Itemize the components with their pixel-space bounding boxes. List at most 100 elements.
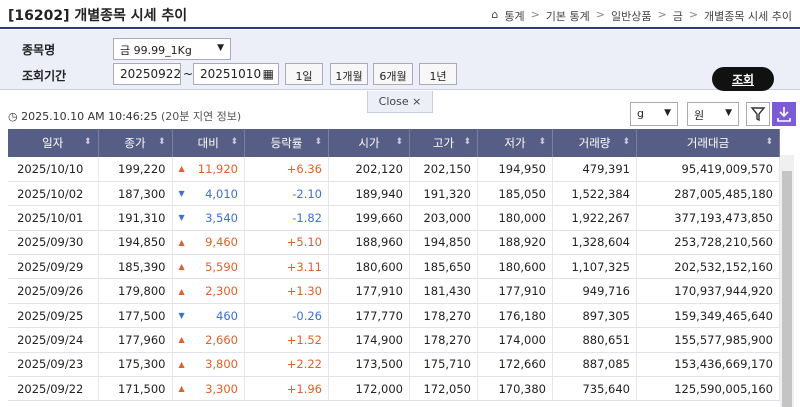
calendar-icon: ▦	[262, 67, 274, 81]
table-cell: 125,590,005,160	[636, 376, 780, 402]
period-button[interactable]: 1년	[419, 63, 457, 85]
currency-select[interactable]: 원	[687, 102, 739, 126]
table-cell: 191,310	[98, 205, 173, 231]
change-arrow: ▲	[172, 254, 191, 280]
filter-icon[interactable]	[746, 102, 770, 126]
table-cell: 177,910	[477, 278, 553, 304]
table-row: 2025/09/22 171,500 ▲ 3,300 +1.96 172,000 172,0…	[8, 376, 780, 402]
change-arrow: ▲	[172, 230, 191, 256]
table-cell: 2025/10/02	[8, 181, 99, 207]
item-label: 종목명	[22, 43, 56, 57]
table-cell: 377,193,473,850	[636, 205, 780, 231]
table-cell: 155,577,985,900	[636, 327, 780, 353]
table-row: 2025/09/23 175,300 ▲ 3,800 +2.22 173,500 175,7…	[8, 352, 780, 378]
table-cell: 188,960	[328, 230, 410, 256]
table-cell: -0.26	[244, 303, 329, 329]
column-header[interactable]: 거래대금	[636, 129, 780, 157]
table-body: 2025/10/10 199,220 ▲ 11,920 +6.36 202,120 202,…	[8, 157, 780, 402]
table-cell: 199,220	[98, 157, 173, 182]
breadcrumb-separator: >	[530, 8, 540, 21]
scrollbar[interactable]	[780, 155, 794, 407]
filter-glyph	[750, 107, 766, 122]
table-cell: 202,532,152,160	[636, 254, 780, 280]
table-cell: 185,050	[477, 181, 553, 207]
table-cell: 179,800	[98, 278, 173, 304]
period-button[interactable]: 6개월	[373, 63, 413, 85]
table-row: 2025/10/01 191,310 ▼ 3,540 -1.82 199,660 203,0…	[8, 205, 780, 231]
table-cell: 202,120	[328, 157, 410, 182]
table-cell: 180,000	[477, 205, 553, 231]
table-cell: 287,005,485,180	[636, 181, 780, 207]
table-cell: 880,651	[552, 327, 637, 353]
breadcrumb-separator: >	[657, 8, 667, 21]
item-select[interactable]: 금 99.99_1Kg ▼	[113, 38, 231, 60]
table-cell: 2025/09/23	[8, 352, 99, 378]
unit-select[interactable]: g	[630, 102, 678, 126]
column-header[interactable]: 일자	[8, 129, 99, 157]
table-cell: 176,180	[477, 303, 553, 329]
price-table: 일자종가대비등락률시가고가저가거래량거래대금2025/10/10199,220▲…	[8, 129, 780, 402]
column-header[interactable]: 종가	[98, 129, 173, 157]
table-cell: +2.22	[244, 352, 329, 378]
table-cell: 203,000	[409, 205, 478, 231]
table-cell: 2025/09/29	[8, 254, 99, 280]
date-to[interactable]: 20251010 ▦	[193, 63, 279, 85]
table-cell: 2025/10/01	[8, 205, 99, 231]
page-title: [16202] 개별종목 시세 추이	[8, 8, 188, 24]
period-button[interactable]: 1개월	[330, 63, 368, 85]
table-cell: +5.10	[244, 230, 329, 256]
table-cell: +3.11	[244, 254, 329, 280]
breadcrumb-item[interactable]: 기본 통계	[545, 10, 590, 23]
info-line: ◷ 2025.10.10 AM 10:46:25 (20분 지연 정보)	[8, 108, 241, 124]
table-cell: 1,522,384	[552, 181, 637, 207]
column-header[interactable]: 저가	[477, 129, 553, 157]
table-cell: +6.36	[244, 157, 329, 182]
column-header[interactable]: 등락률	[244, 129, 329, 157]
table-cell: 199,660	[328, 205, 410, 231]
table-cell: 479,391	[552, 157, 637, 182]
table-cell: 172,050	[409, 376, 478, 402]
scroll-thumb	[782, 171, 792, 407]
column-header[interactable]: 고가	[409, 129, 478, 157]
download-icon[interactable]	[772, 102, 796, 126]
table-cell: 177,500	[98, 303, 173, 329]
table-row: 2025/09/29 185,390 ▲ 5,590 +3.11 180,600 185,6…	[8, 254, 780, 280]
table-cell: 887,085	[552, 352, 637, 378]
clock-icon: ◷	[8, 110, 18, 123]
table-cell: +1.52	[244, 327, 329, 353]
close-tab[interactable]: Close ×	[367, 91, 433, 113]
close-text: Close	[378, 95, 409, 108]
table-cell: 2025/09/26	[8, 278, 99, 304]
download-glyph	[777, 107, 791, 122]
header: [16202] 개별종목 시세 추이 ⌂ 통계 > 기본 통계 > 일반상품 > 금 > 개별종목…	[0, 0, 800, 29]
change-arrow: ▲	[172, 278, 191, 304]
breadcrumb-item[interactable]: 금	[672, 10, 683, 23]
table-row: 2025/09/25 177,500 ▼ 460 -0.26 177,770 178,270…	[8, 303, 780, 329]
date-sep: ~	[183, 67, 194, 81]
change-arrow: ▼	[172, 205, 191, 231]
table-cell: 3,800	[190, 352, 245, 378]
period-button[interactable]: 1일	[285, 63, 323, 85]
table-cell: 180,600	[477, 254, 553, 280]
table-cell: 2,660	[190, 327, 245, 353]
table-cell: 11,920	[190, 157, 245, 182]
close-icon: ×	[412, 95, 422, 108]
breadcrumb-item[interactable]: 일반상품	[611, 10, 652, 23]
search-button[interactable]: 조회	[712, 67, 774, 91]
table-cell: 177,770	[328, 303, 410, 329]
table-cell: 949,716	[552, 278, 637, 304]
delay-note: (20분 지연 정보)	[161, 110, 242, 123]
table-cell: 2025/09/22	[8, 376, 99, 402]
column-header[interactable]: 대비	[172, 129, 245, 157]
table-cell: 253,728,210,560	[636, 230, 780, 256]
table-cell: 170,380	[477, 376, 553, 402]
breadcrumb-item[interactable]: 통계	[504, 10, 525, 23]
table-cell: 194,850	[98, 230, 173, 256]
column-header[interactable]: 거래량	[552, 129, 637, 157]
date-from[interactable]: 20250922	[113, 63, 181, 85]
table-cell: 1,107,325	[552, 254, 637, 280]
breadcrumb-item[interactable]: 개별종목 시세 추이	[704, 10, 792, 23]
column-header[interactable]: 시가	[328, 129, 410, 157]
table-cell: 172,000	[328, 376, 410, 402]
table-cell: 188,920	[477, 230, 553, 256]
